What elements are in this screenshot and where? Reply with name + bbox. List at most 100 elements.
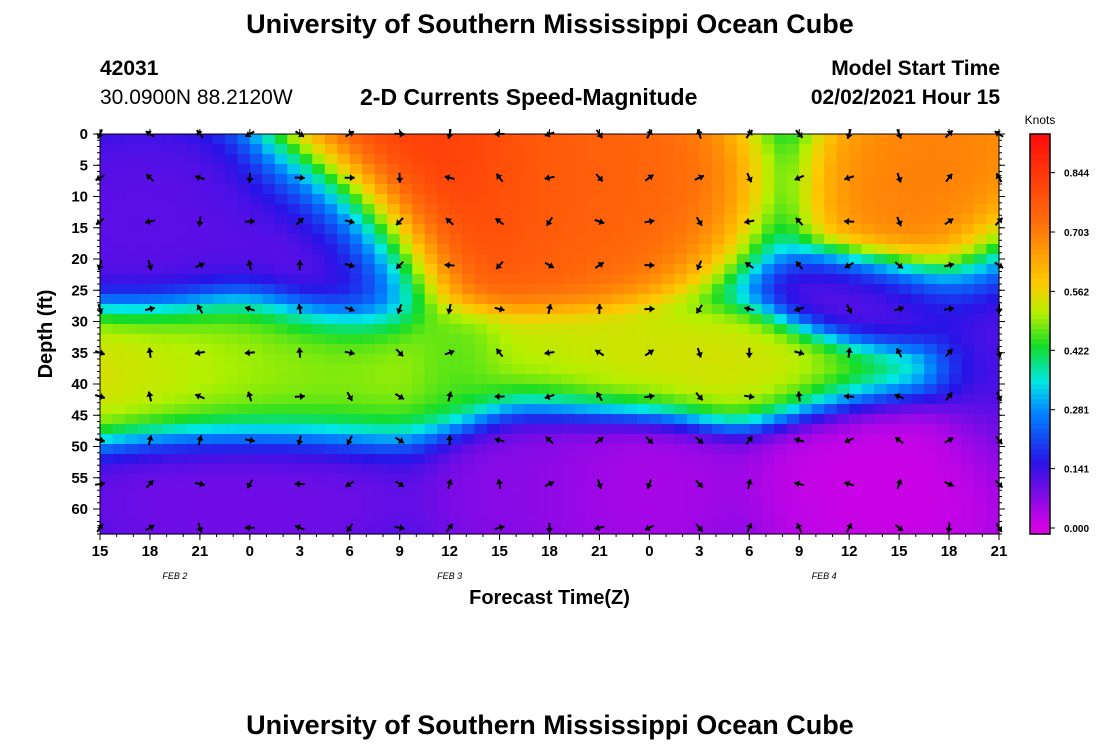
heat-cell xyxy=(324,144,338,155)
heat-cell xyxy=(661,134,675,145)
heat-cell xyxy=(824,214,838,225)
heat-cell xyxy=(961,464,975,475)
heat-cell xyxy=(836,334,850,345)
heat-cell xyxy=(849,514,863,525)
heat-cell xyxy=(974,514,988,525)
heat-cell xyxy=(299,234,313,245)
heat-cell xyxy=(911,204,925,215)
heat-cell xyxy=(412,474,426,485)
heat-cell xyxy=(624,214,638,225)
heat-cell xyxy=(174,444,189,455)
heat-cell xyxy=(487,324,501,335)
heat-cell xyxy=(487,444,501,455)
heat-cell xyxy=(749,214,763,225)
heat-cell xyxy=(961,354,975,365)
heat-cell xyxy=(212,224,226,235)
heat-cell xyxy=(761,224,775,235)
heat-cell xyxy=(611,284,626,295)
heat-cell xyxy=(949,254,963,265)
heat-cell xyxy=(387,474,401,485)
heat-cell xyxy=(899,294,913,305)
heat-cell xyxy=(499,204,513,215)
current-arrow xyxy=(644,261,655,269)
heat-cell xyxy=(711,494,725,505)
heat-cell xyxy=(724,324,738,335)
heat-cell xyxy=(374,204,388,215)
heat-cell xyxy=(312,234,326,245)
heat-cell xyxy=(337,484,351,495)
heat-cell xyxy=(761,344,775,355)
heat-cell xyxy=(362,474,376,485)
heat-cell xyxy=(636,194,650,205)
heat-cell xyxy=(961,424,975,435)
heat-cell xyxy=(537,384,551,395)
heat-cell xyxy=(537,464,551,475)
heat-cell xyxy=(861,214,875,225)
heat-cell xyxy=(474,194,488,205)
heat-cell xyxy=(799,504,813,515)
heat-cell xyxy=(362,244,376,255)
heat-cell xyxy=(636,374,650,385)
heat-cell xyxy=(524,294,538,305)
heat-cell xyxy=(112,314,126,325)
colorbar-cell xyxy=(1030,164,1050,170)
heat-cell xyxy=(237,184,251,195)
heat-cell xyxy=(399,344,413,355)
heat-cell xyxy=(824,434,838,445)
heat-cell xyxy=(661,484,675,495)
heat-cell xyxy=(786,214,800,225)
heat-cell xyxy=(124,404,139,415)
heat-cell xyxy=(949,294,963,305)
heat-cell xyxy=(899,434,913,445)
heat-cell xyxy=(312,444,326,455)
heat-cell xyxy=(112,354,126,365)
heat-cell xyxy=(886,294,900,305)
heat-cell xyxy=(986,514,1000,525)
heat-cell xyxy=(886,434,900,445)
heat-cell xyxy=(474,304,488,315)
heat-cell xyxy=(100,264,114,275)
heat-cell xyxy=(424,474,438,485)
heat-cell xyxy=(262,174,276,185)
heat-cell xyxy=(836,244,850,255)
heat-cell xyxy=(686,324,700,335)
current-arrow xyxy=(246,172,254,183)
heat-cell xyxy=(499,394,513,405)
heat-cell xyxy=(287,274,301,285)
heat-cell xyxy=(649,474,663,485)
current-arrow xyxy=(344,349,355,357)
heat-cell xyxy=(424,444,438,455)
heat-cell xyxy=(287,354,301,365)
heat-cell xyxy=(537,444,551,455)
heat-cell xyxy=(324,384,338,395)
heat-cell xyxy=(512,484,526,495)
heat-cell xyxy=(836,154,850,165)
colorbar-cell xyxy=(1030,484,1050,490)
heat-cell xyxy=(212,354,226,365)
heat-cell xyxy=(412,454,426,465)
colorbar-cell xyxy=(1030,299,1050,305)
heat-cell xyxy=(874,524,888,535)
page-title: University of Southern Mississippi Ocean… xyxy=(246,9,854,39)
heat-cell xyxy=(624,274,638,285)
heat-cell xyxy=(524,344,538,355)
heat-cell xyxy=(886,354,900,365)
heat-cell xyxy=(849,454,863,465)
heat-cell xyxy=(674,514,688,525)
heat-cell xyxy=(274,154,288,165)
current-arrow xyxy=(895,478,903,490)
heat-cell xyxy=(312,464,326,475)
heat-cell xyxy=(686,304,700,315)
heat-cell xyxy=(274,234,288,245)
heat-cell xyxy=(499,214,513,225)
heat-cell xyxy=(262,344,276,355)
heat-cell xyxy=(287,414,301,425)
heat-cell xyxy=(462,274,476,285)
heat-cell xyxy=(749,354,763,365)
heat-cell xyxy=(299,214,313,225)
heat-cell xyxy=(911,184,925,195)
colorbar-cell xyxy=(1030,259,1050,265)
heat-cell xyxy=(349,314,363,325)
heat-cell xyxy=(274,224,288,235)
heat-cell xyxy=(199,344,213,355)
